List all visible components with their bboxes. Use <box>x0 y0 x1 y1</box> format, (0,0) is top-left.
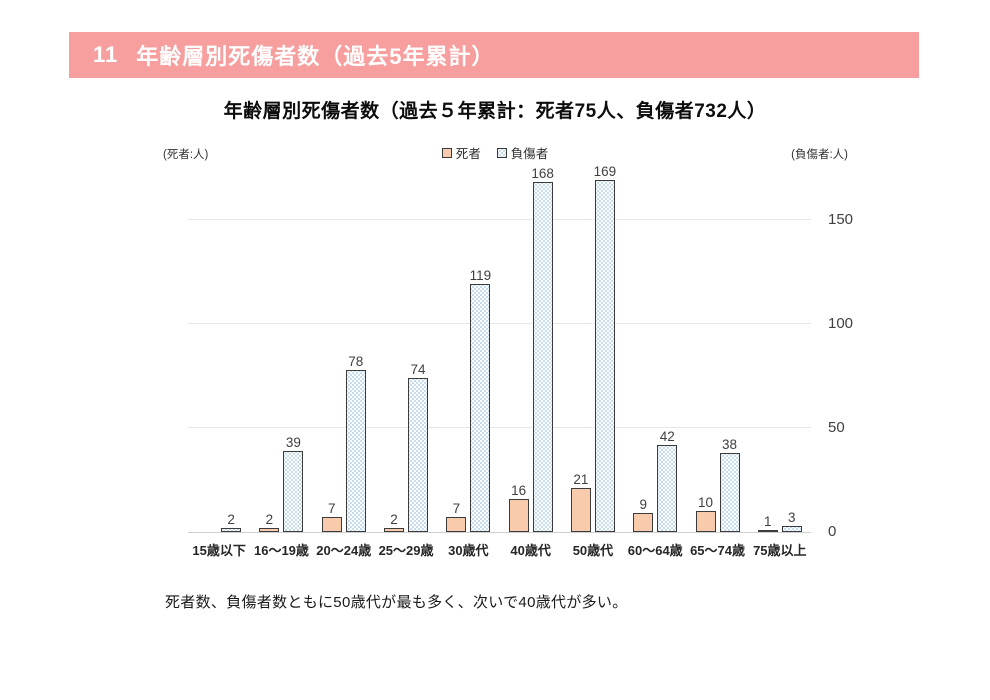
bar-group: 7 78 <box>313 172 375 532</box>
bar-value-label: 168 <box>531 166 554 182</box>
bar-group: 7 119 <box>437 172 499 532</box>
injured-bar: 38 <box>719 437 740 532</box>
dead-bar: 10 <box>695 495 716 532</box>
legend-item-dead: 死者 <box>441 143 481 162</box>
injured-bar: 42 <box>657 429 678 532</box>
category-label: 65〜74歳 <box>690 543 745 558</box>
right-axis-unit-label: (負傷者:人) <box>791 149 848 161</box>
bar-value-label: 38 <box>722 436 738 452</box>
dead-series-swatch-icon <box>441 147 452 158</box>
dead-bar: 16 <box>508 483 529 532</box>
gridline <box>188 322 811 324</box>
y-axis-tick-label: 50 <box>828 418 845 436</box>
dead-bar: 1 <box>757 514 778 532</box>
legend-label-dead: 死者 <box>455 147 481 161</box>
chart-legend: 死者 負傷者 <box>0 143 990 162</box>
bar-value-label: 9 <box>639 497 647 513</box>
bar-group: 2 <box>188 172 250 532</box>
category-label: 30歳代 <box>448 543 489 558</box>
bar-value-label: 42 <box>659 428 675 444</box>
dead-bar: 7 <box>446 501 467 532</box>
injured-bar: 39 <box>283 435 304 532</box>
plot-area: 0 50 100 150 2 2 39 7 78 2 74 7 119 16 168 21 169 9 42 10 38… <box>188 164 853 540</box>
injured-bar: 169 <box>594 164 616 532</box>
category-label: 60〜64歳 <box>627 543 683 558</box>
bar-groups: 2 2 39 7 78 2 74 7 119 16 168 21 169 9 42 10 38 1 3 <box>188 164 811 532</box>
injured-series-swatch-icon <box>496 147 507 158</box>
dead-bar: 2 <box>384 512 405 532</box>
section-title: 年齢層別死傷者数（過去5年累計） <box>136 44 495 69</box>
bar-value-label: 1 <box>764 513 772 529</box>
category-label: 50歳代 <box>572 543 614 558</box>
bar-value-label: 119 <box>469 268 492 284</box>
category-label: 16〜19歳 <box>253 543 309 558</box>
bar-value-label: 2 <box>227 511 235 527</box>
bar-value-label: 21 <box>573 472 589 488</box>
bar-value-label: 169 <box>593 164 617 180</box>
category-label: 20〜24歳 <box>316 543 372 558</box>
category-label: 15歳以下 <box>192 543 246 558</box>
gridline <box>188 426 811 428</box>
bar-value-label: 74 <box>410 362 426 378</box>
gridline <box>188 218 811 220</box>
injured-bar: 74 <box>408 362 429 532</box>
footnote-text: 死者数、負傷者数ともに50歳代が最も多く、次いで40歳代が多い。 <box>165 594 628 611</box>
y-axis-tick-label: 150 <box>828 210 854 228</box>
category-label: 75歳以上 <box>753 543 807 558</box>
left-axis-unit-label: (死者:人) <box>163 149 209 161</box>
injured-bar: 2 <box>221 512 242 532</box>
category-axis: 15歳以下 16〜19歳 20〜24歳 25〜29歳 30歳代 40歳代 50歳代 60〜64… <box>188 540 811 559</box>
bar-value-label: 2 <box>390 511 398 527</box>
bar-group: 16 168 <box>499 166 561 532</box>
bar-value-label: 7 <box>327 501 336 517</box>
bar-group: 21 169 <box>562 164 624 532</box>
bar-value-label: 10 <box>698 495 714 511</box>
bar-value-label: 7 <box>452 501 461 517</box>
bar-group: 2 74 <box>375 172 437 532</box>
bar-group: 2 39 <box>250 172 312 532</box>
section-number: 11 <box>93 42 119 67</box>
injured-bar: 78 <box>345 354 366 532</box>
dead-bar: 21 <box>570 472 591 532</box>
legend-item-injured: 負傷者 <box>496 143 549 162</box>
injured-bar: 168 <box>531 166 554 532</box>
bar-group: 10 38 <box>686 172 748 532</box>
dead-bar: 2 <box>259 512 280 532</box>
legend-label-injured: 負傷者 <box>510 147 549 161</box>
bar-value-label: 39 <box>285 434 301 450</box>
chart-title: 年齢層別死傷者数（過去５年累計：死者75人、負傷者732人） <box>223 101 767 122</box>
injured-bar: 3 <box>781 510 802 532</box>
category-label: 40歳代 <box>510 543 551 558</box>
bar-group: 9 42 <box>624 172 686 532</box>
bar-value-label: 3 <box>788 509 796 525</box>
bar-value-label: 2 <box>265 511 274 527</box>
bar-value-label: 78 <box>348 353 364 369</box>
dead-bar: 9 <box>633 497 654 532</box>
category-label: 25〜29歳 <box>378 543 434 558</box>
bar-value-label: 16 <box>511 482 527 498</box>
section-header: 11 年齢層別死傷者数（過去5年累計） <box>69 32 919 78</box>
y-axis-tick-label: 0 <box>828 523 837 540</box>
y-axis-tick-label: 100 <box>828 314 854 332</box>
dead-bar: 7 <box>321 501 342 532</box>
injured-bar: 119 <box>470 268 491 532</box>
